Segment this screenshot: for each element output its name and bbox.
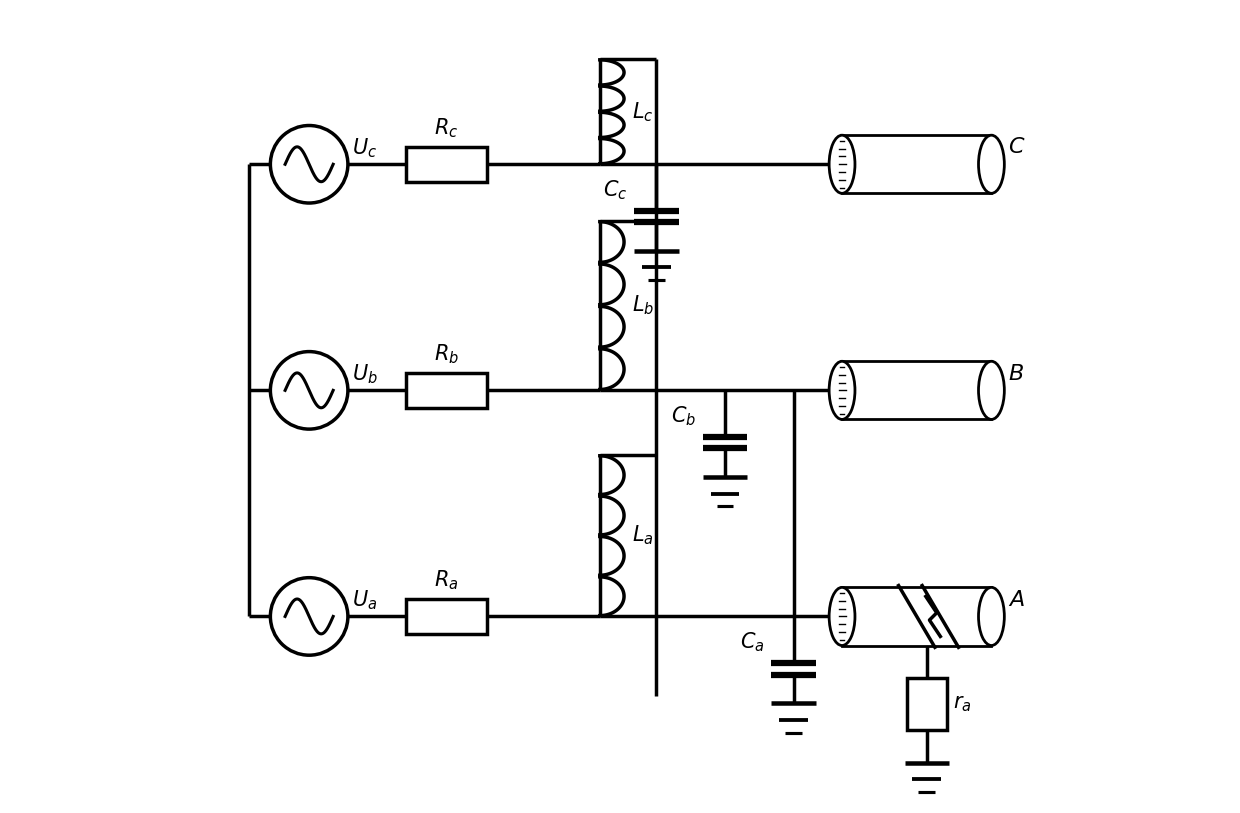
Ellipse shape [830,135,854,193]
Text: $R_a$: $R_a$ [434,568,459,592]
Text: $U_a$: $U_a$ [352,589,377,612]
Text: $C_a$: $C_a$ [740,631,765,654]
Text: $A$: $A$ [1008,589,1025,611]
Text: $C_b$: $C_b$ [671,405,697,428]
Text: $L_b$: $L_b$ [632,293,655,317]
Circle shape [270,125,348,203]
Bar [842,587,992,646]
Text: $C_c$: $C_c$ [603,179,627,202]
Ellipse shape [830,361,854,420]
Bar [405,146,487,182]
Text: $C$: $C$ [1008,137,1025,159]
Circle shape [270,351,348,429]
Text: $L_c$: $L_c$ [632,100,653,124]
Text: $r_a$: $r_a$ [954,694,972,714]
Text: $B$: $B$ [1008,363,1024,385]
Ellipse shape [978,135,1004,193]
Bar [842,361,992,420]
Bar [405,598,487,634]
Ellipse shape [978,361,1004,420]
Ellipse shape [830,587,854,646]
Text: $U_c$: $U_c$ [352,137,377,160]
Text: $R_b$: $R_b$ [434,342,459,366]
Circle shape [270,578,348,655]
Bar [405,372,487,408]
Text: $L_a$: $L_a$ [632,524,653,547]
Ellipse shape [978,587,1004,646]
Text: $R_c$: $R_c$ [434,116,459,140]
Bar [842,135,992,193]
Bar [906,678,947,730]
Text: $U_b$: $U_b$ [352,363,378,386]
